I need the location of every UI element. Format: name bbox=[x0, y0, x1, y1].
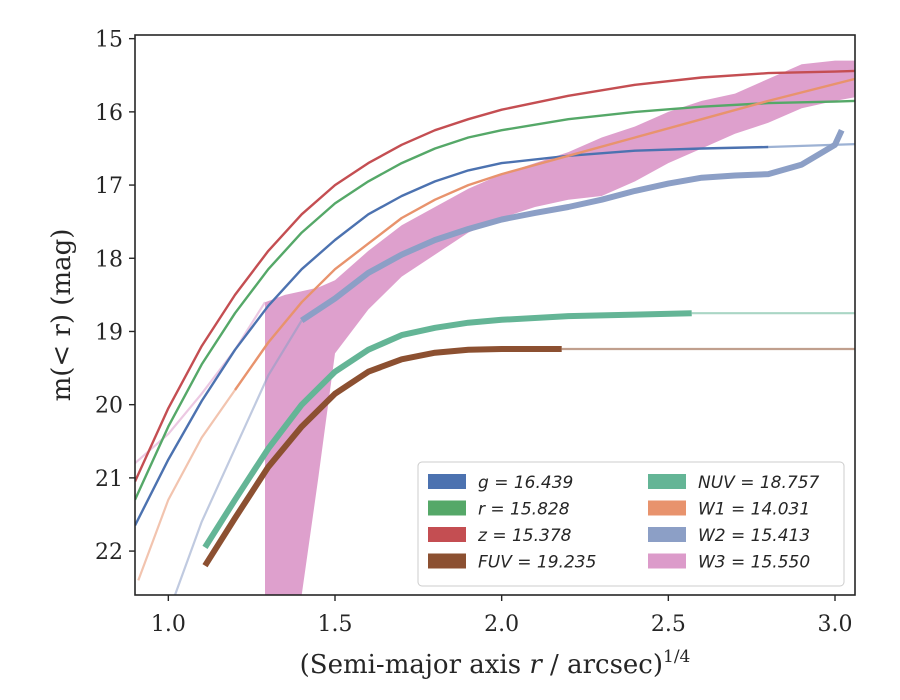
x-axis-label-var: r bbox=[529, 650, 543, 680]
series-extension-w2 bbox=[173, 319, 303, 595]
x-axis: 1.0 1.5 2.0 2.5 3.0 bbox=[151, 595, 853, 637]
legend-swatch-fuv bbox=[428, 553, 466, 569]
x-tick-label: 2.5 bbox=[651, 612, 686, 637]
y-axis-label: m(< r) (mag) bbox=[47, 229, 77, 402]
x-tick-label: 3.0 bbox=[818, 612, 853, 637]
legend-swatch-w2 bbox=[648, 527, 686, 542]
x-axis-label: (Semi-major axis r / arcsec)1/4 bbox=[300, 647, 691, 680]
legend-label-r: r = 15.828 bbox=[478, 500, 570, 520]
series-line-w1 bbox=[234, 77, 855, 391]
legend-label-w2: W2 = 15.413 bbox=[698, 526, 810, 546]
series-line-w2 bbox=[300, 128, 845, 324]
series-line-z bbox=[135, 69, 855, 482]
legend-box bbox=[417, 461, 845, 587]
y-tick-label: 16 bbox=[95, 101, 123, 126]
y-tick-label: 21 bbox=[95, 467, 123, 492]
plot-area bbox=[135, 60, 855, 595]
legend-swatch-w1 bbox=[648, 500, 686, 516]
x-tick-label: 2.0 bbox=[484, 612, 519, 637]
x-axis-label-sup: 1/4 bbox=[663, 647, 690, 667]
y-axis: 15 16 17 18 19 20 21 22 bbox=[95, 28, 135, 565]
legend-swatch-g bbox=[428, 474, 466, 489]
legend-label-fuv: FUV = 19.235 bbox=[478, 553, 596, 573]
legend: g = 16.439 r = 15.828 z = 15.378 FUV = 19.2… bbox=[417, 461, 845, 587]
legend-swatch-z bbox=[428, 527, 466, 542]
series-line-r bbox=[135, 99, 855, 501]
x-axis-label-tail: / arcsec) bbox=[542, 650, 663, 680]
x-axis-label-main: (Semi-major axis bbox=[300, 650, 530, 680]
y-tick-label: 22 bbox=[95, 540, 123, 565]
y-tick-label: 15 bbox=[95, 28, 123, 53]
legend-label-nuv: NUV = 18.757 bbox=[698, 473, 820, 493]
y-tick-label: 18 bbox=[95, 247, 123, 272]
series-extension-g bbox=[768, 143, 855, 149]
y-tick-label: 19 bbox=[95, 320, 123, 345]
legend-swatch-nuv bbox=[648, 474, 686, 489]
series-band-w3 bbox=[265, 60, 855, 595]
series-extension-w3 bbox=[135, 301, 266, 465]
legend-label-g: g = 16.439 bbox=[478, 473, 573, 493]
x-tick-label: 1.0 bbox=[151, 612, 186, 637]
legend-swatch-w3 bbox=[648, 553, 686, 569]
series-line-fuv bbox=[202, 346, 562, 568]
x-tick-label: 1.5 bbox=[318, 612, 353, 637]
series-line-nuv bbox=[202, 310, 692, 549]
plot-frame bbox=[134, 34, 856, 596]
y-tick-label: 17 bbox=[95, 174, 123, 199]
series-line-g bbox=[135, 145, 769, 527]
y-tick-label: 20 bbox=[95, 394, 123, 419]
legend-label-z: z = 15.378 bbox=[477, 526, 572, 546]
legend-label-w3: W3 = 15.550 bbox=[698, 553, 810, 573]
series-extension-w1 bbox=[137, 389, 236, 581]
legend-swatch-r bbox=[428, 500, 466, 516]
legend-label-w1: W1 = 14.031 bbox=[698, 500, 810, 520]
